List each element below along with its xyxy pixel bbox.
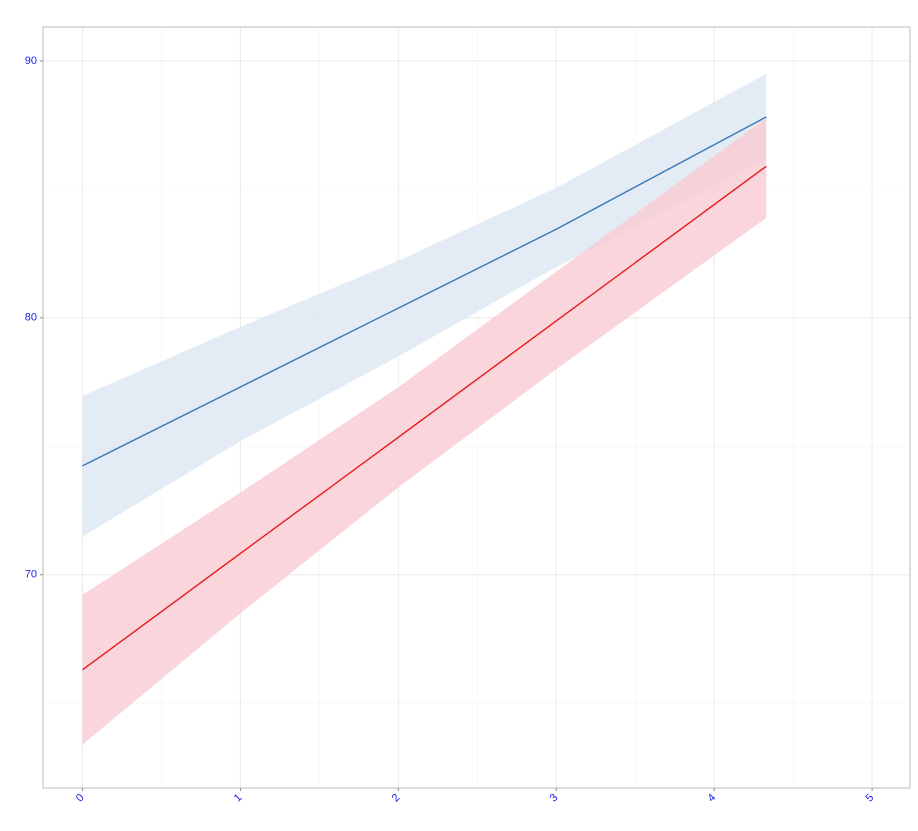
panel-border bbox=[42, 26, 911, 789]
line bbox=[82, 116, 767, 467]
x-tick-label: 0 bbox=[74, 792, 87, 805]
line bbox=[82, 165, 767, 671]
x-tick-label: 2 bbox=[390, 792, 403, 805]
x-tick-label: 3 bbox=[548, 792, 561, 805]
y-tick-label: 90 bbox=[25, 55, 37, 67]
confidence-band bbox=[82, 73, 767, 537]
x-tick-label: 4 bbox=[706, 792, 719, 805]
x-tick-label: 5 bbox=[863, 792, 876, 805]
x-tick-label: 1 bbox=[232, 792, 245, 805]
y-tick-label: 80 bbox=[25, 312, 37, 324]
y-tick-label: 70 bbox=[25, 569, 37, 581]
confidence-band bbox=[82, 117, 767, 745]
